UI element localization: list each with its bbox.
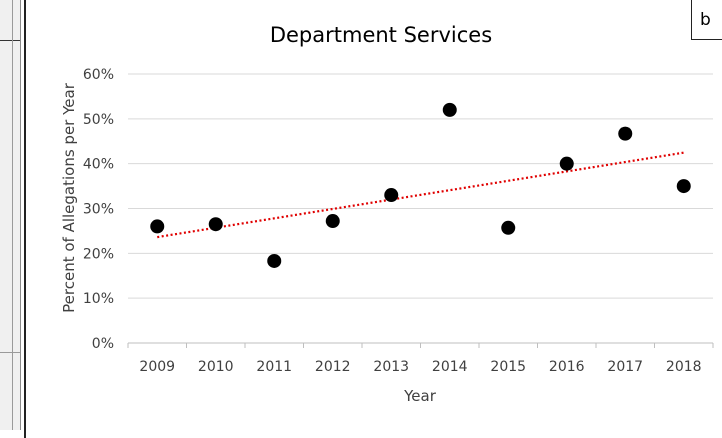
x-tick-label: 2011	[256, 359, 292, 375]
data-point	[676, 179, 691, 194]
data-point	[267, 253, 282, 268]
x-axis-label: Year	[403, 387, 437, 405]
data-point	[384, 188, 399, 203]
data-point	[618, 126, 633, 141]
x-tick-label: 2015	[490, 359, 526, 375]
panel-mark	[0, 352, 20, 353]
y-axis-label: Percent of Allegations per Year	[60, 82, 78, 313]
y-tick-label: 40%	[83, 157, 114, 173]
panel-rule	[12, 0, 13, 430]
y-tick-label: 30%	[83, 202, 114, 218]
x-tick-label: 2017	[607, 359, 643, 375]
x-tick-label: 2012	[315, 359, 351, 375]
data-point	[325, 214, 340, 229]
y-tick-label: 50%	[83, 112, 114, 128]
chart-title: Department Services	[270, 23, 492, 47]
panel-divider	[0, 40, 20, 41]
chart-frame	[24, 0, 722, 438]
trendline	[157, 151, 684, 239]
data-point	[501, 220, 516, 235]
x-tick-label: 2014	[432, 359, 468, 375]
x-tick-label: 2018	[666, 359, 702, 375]
data-point	[150, 219, 165, 234]
y-tick-label: 0%	[92, 336, 114, 352]
x-tick-label: 2013	[373, 359, 409, 375]
left-panel-edge	[0, 0, 21, 430]
y-tick-label: 60%	[83, 67, 114, 83]
x-tick-label: 2009	[139, 359, 175, 375]
x-tick-label: 2010	[198, 359, 234, 375]
corner-label: b	[700, 10, 711, 30]
y-tick-label: 10%	[83, 291, 114, 307]
data-point	[559, 156, 574, 171]
corner-label-box	[691, 0, 722, 40]
data-point	[442, 102, 457, 117]
y-tick-label: 20%	[83, 246, 114, 262]
x-tick-label: 2016	[549, 359, 585, 375]
data-point	[208, 217, 223, 232]
